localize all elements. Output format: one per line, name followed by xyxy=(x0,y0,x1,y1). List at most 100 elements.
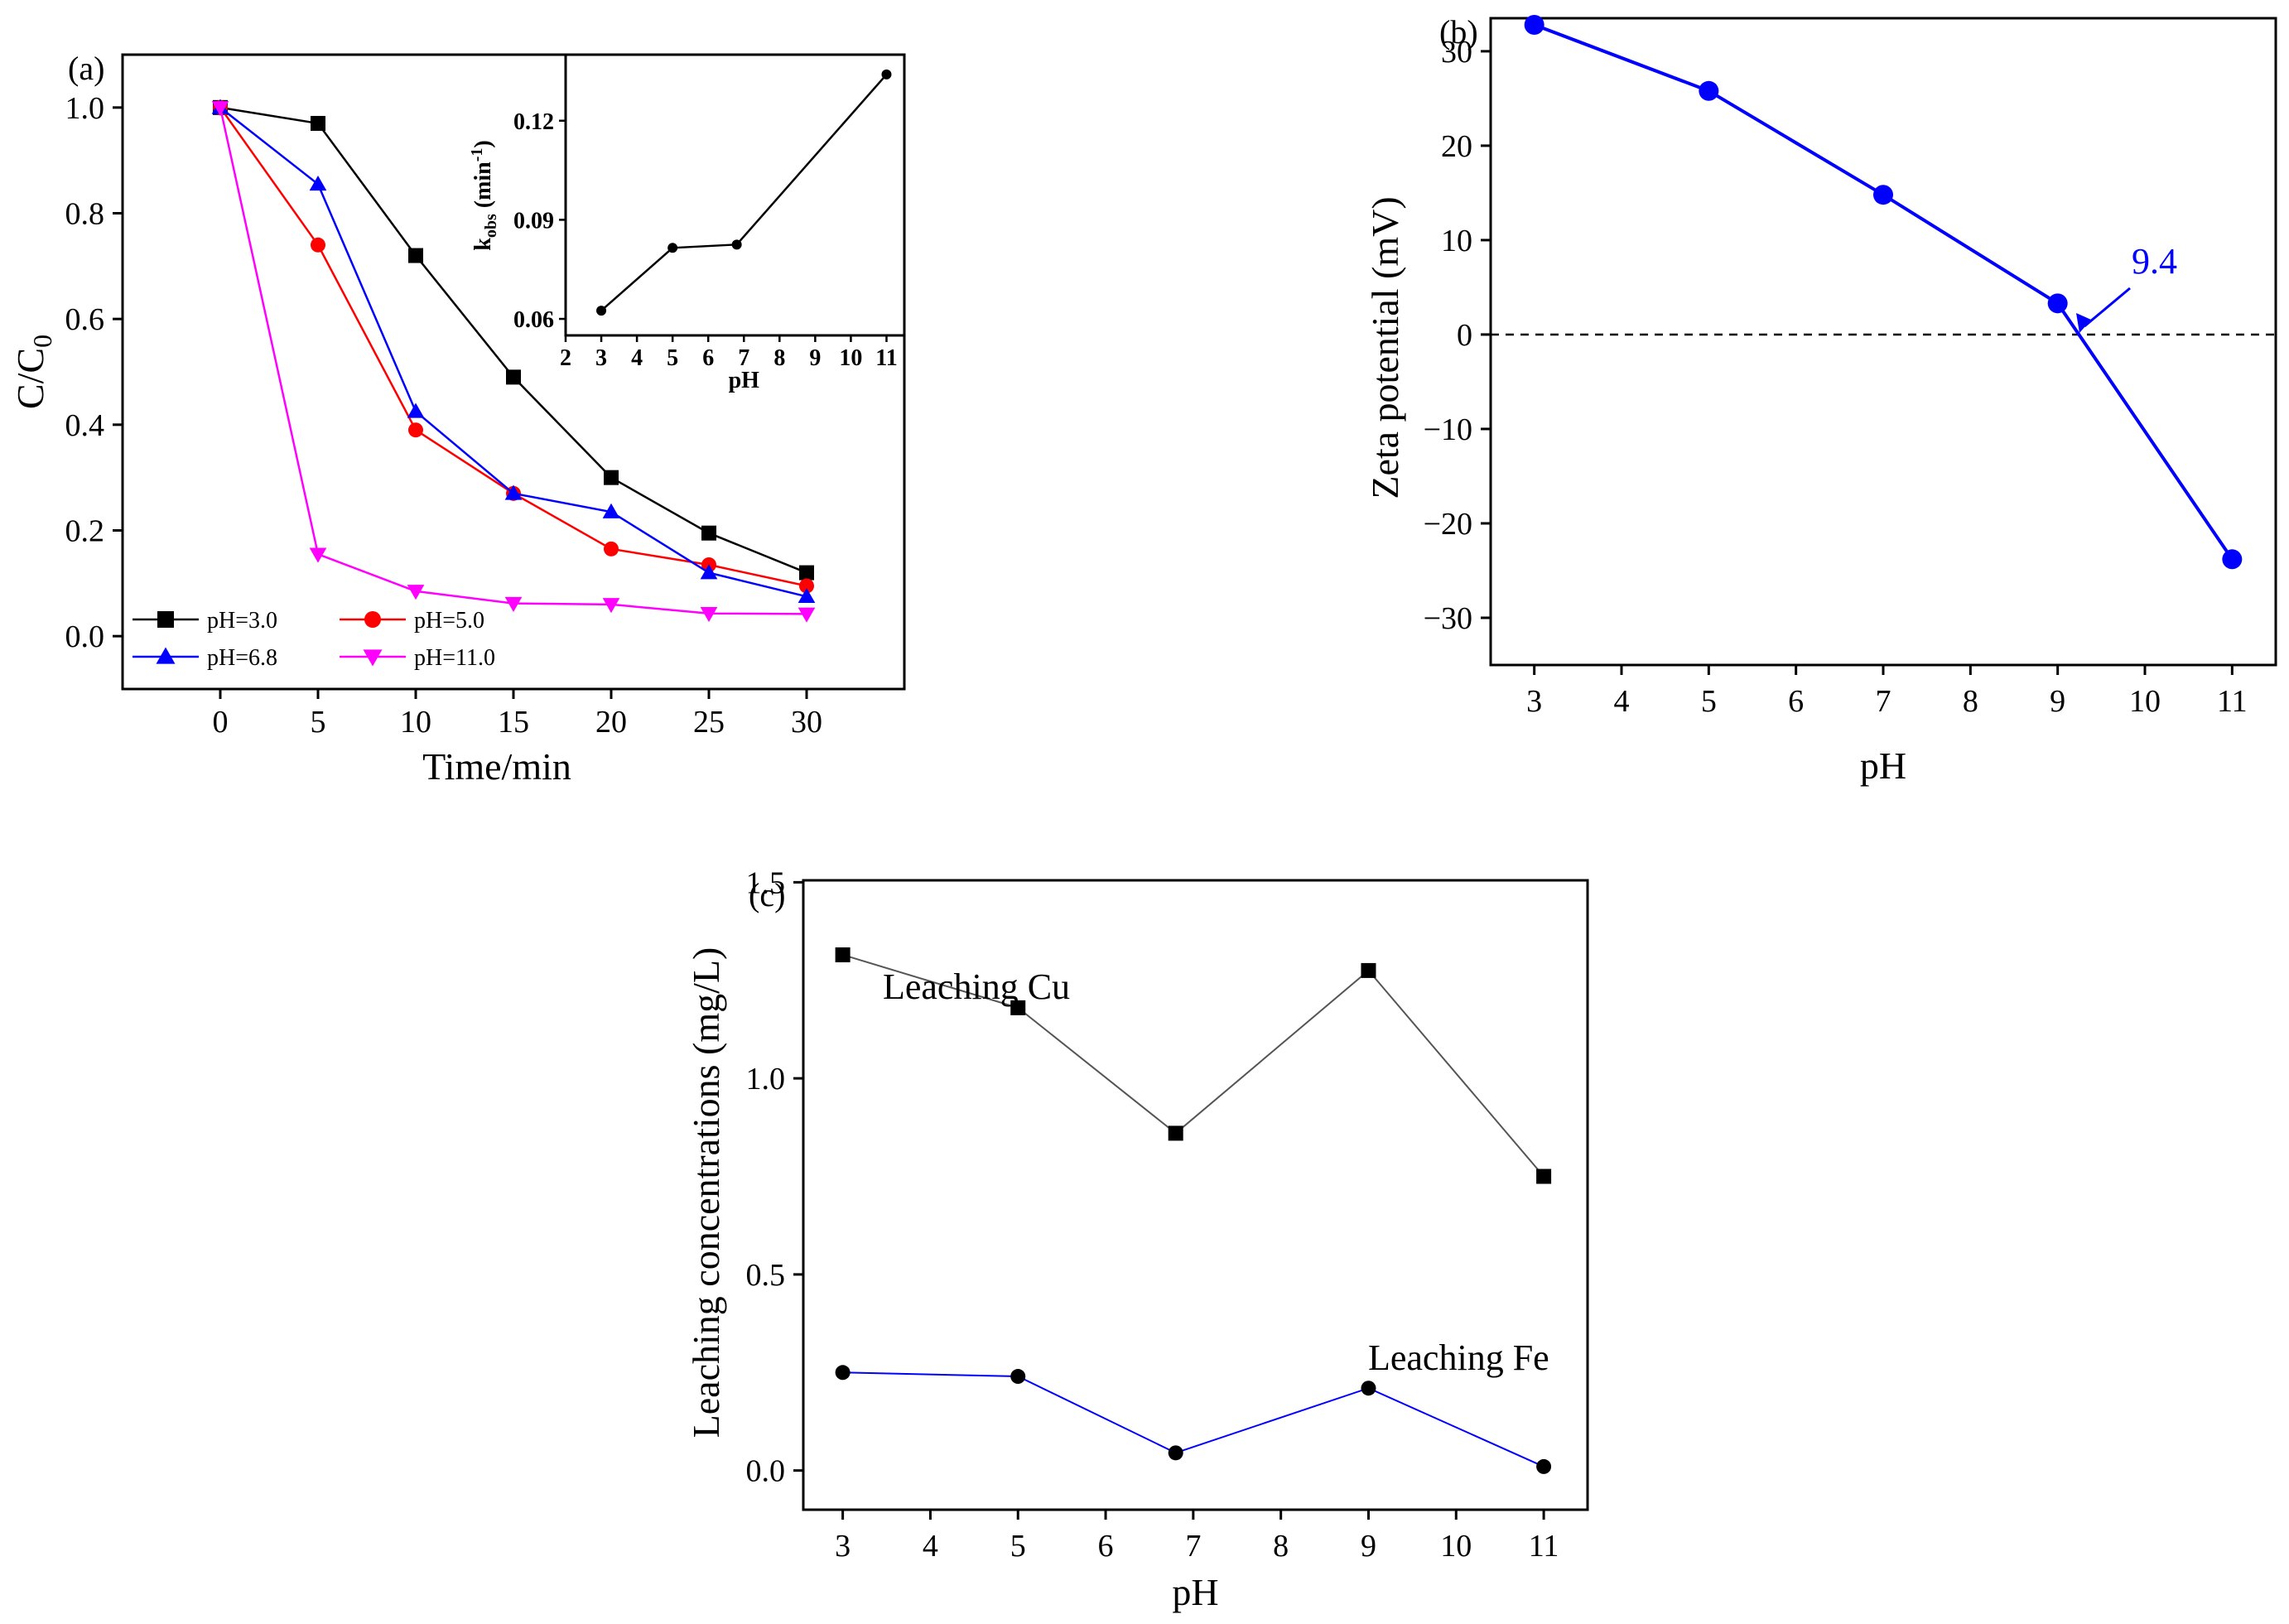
inset-x-tick-label: 5 xyxy=(667,345,678,371)
data-point xyxy=(311,115,325,131)
legend-marker xyxy=(364,611,381,628)
panel-a: 0 5 10 15 20 25 300.00.20.40.60.81.0Time/minC/… xyxy=(9,50,906,788)
legend-label: pH=6.8 xyxy=(207,645,277,671)
legend-marker xyxy=(156,647,176,664)
data-point xyxy=(408,422,423,438)
data-point xyxy=(407,402,425,418)
y-axis-label-subscript: 0 xyxy=(27,335,57,348)
series-pH=3.0 xyxy=(213,99,814,581)
data-point xyxy=(1168,1125,1183,1141)
annotation-arrow-line xyxy=(2084,287,2131,328)
data-point xyxy=(604,470,619,485)
data-point xyxy=(700,564,718,580)
x-axis-label: pH xyxy=(1172,1571,1218,1613)
data-point xyxy=(1524,14,1544,35)
annotation-arrowhead xyxy=(2076,312,2091,333)
x-tick-label: 8 xyxy=(1273,1529,1289,1564)
data-point xyxy=(1168,1445,1183,1461)
inset-x-tick-label: 11 xyxy=(875,345,897,371)
legend-marker xyxy=(363,649,383,667)
x-tick-label: 5 xyxy=(1701,684,1717,719)
data-point xyxy=(309,547,327,563)
series-pH=11.0 xyxy=(211,101,816,623)
x-tick-label: 6 xyxy=(1098,1529,1114,1564)
legend-label: pH=11.0 xyxy=(414,645,495,671)
data-point xyxy=(799,565,814,581)
y-tick-label: 0 xyxy=(1457,318,1472,353)
data-point xyxy=(602,503,620,518)
series-Leaching Fe xyxy=(835,1365,1552,1474)
inset-ylabel-k: k xyxy=(470,238,496,251)
panel-label: (b) xyxy=(1439,13,1478,51)
series-label-cu: Leaching Cu xyxy=(883,966,1070,1007)
data-point xyxy=(1010,1369,1026,1385)
y-axis-label: Zeta potential (mV) xyxy=(1364,196,1406,499)
inset-x-tick-label: 8 xyxy=(773,345,785,371)
plot-frame xyxy=(1489,17,2277,667)
data-point xyxy=(311,237,325,253)
x-tick-label: 11 xyxy=(2217,684,2248,719)
x-tick-label: 6 xyxy=(1788,684,1804,719)
data-point xyxy=(211,101,229,117)
data-point xyxy=(408,248,423,263)
series-pH=6.8 xyxy=(211,99,816,604)
inset-y-tick-label: 0.09 xyxy=(513,208,554,234)
y-tick-label: 0.8 xyxy=(65,197,105,232)
data-point xyxy=(799,578,814,594)
y-tick-label: 0.0 xyxy=(746,1454,786,1489)
x-tick-label: 7 xyxy=(1185,1529,1201,1564)
data-point xyxy=(835,1365,851,1381)
x-tick-label: 15 xyxy=(498,705,529,740)
series-label-fe: Leaching Fe xyxy=(1368,1337,1549,1378)
inset-x-axis-label: pH xyxy=(729,368,760,393)
y-tick-label: −30 xyxy=(1424,601,1472,636)
x-tick-label: 5 xyxy=(1010,1529,1026,1564)
inset-data-point xyxy=(731,239,742,250)
inset-x-tick-label: 6 xyxy=(702,345,714,371)
legend-marker xyxy=(157,611,174,628)
inset-data-point xyxy=(881,69,892,80)
y-axis-label: C/C0 xyxy=(9,335,57,409)
panel-b: 3 4 5 6 7 8 9 10 11 −30 −20 −10 0 10 20 30 pH Zeta potent… xyxy=(1364,13,2277,787)
data-point xyxy=(2222,549,2243,570)
series-Leaching Cu xyxy=(835,947,1552,1184)
inset-ylabel-close: ) xyxy=(470,140,496,147)
y-tick-label: 1.0 xyxy=(746,1062,786,1096)
plot-frame xyxy=(802,879,1589,1511)
y-tick-label: 0.5 xyxy=(746,1258,786,1293)
x-axis-label: pH xyxy=(1860,745,1906,787)
panel-label: (a) xyxy=(68,50,104,87)
series-line xyxy=(842,1371,1544,1467)
data-point xyxy=(798,587,816,604)
x-tick-label: 3 xyxy=(1526,684,1542,719)
data-point xyxy=(407,585,425,600)
y-axis-label-main: C/C xyxy=(9,348,51,409)
inset-x-tick-label: 7 xyxy=(738,345,749,371)
panel-c: 3 4 5 6 7 8 9 10 11 0.0 0.5 1.0 1.5 pH Leaching concen… xyxy=(685,865,1589,1613)
x-tick-label: 0 xyxy=(213,705,229,740)
x-tick-label: 10 xyxy=(400,705,431,740)
y-tick-label: 0.0 xyxy=(65,619,105,654)
data-point xyxy=(1873,185,1893,205)
data-point xyxy=(1536,1169,1552,1184)
x-tick-label: 20 xyxy=(595,705,627,740)
x-tick-label: 3 xyxy=(835,1529,851,1564)
x-tick-label: 5 xyxy=(311,705,326,740)
inset-x-tick-label: 2 xyxy=(560,345,571,371)
panel-a-inset: 2 3 4 5 6 7 8 9 10 11 0.06 0.09 0.12 pH kobs (min-1) xyxy=(468,53,906,393)
x-tick-label: 8 xyxy=(1963,684,1978,719)
inset-x-tick-label: 9 xyxy=(809,345,821,371)
data-point xyxy=(604,541,619,557)
y-tick-label: 0.6 xyxy=(65,302,105,337)
panel-label: (c) xyxy=(749,876,785,913)
x-tick-label: 30 xyxy=(791,705,822,740)
x-tick-label: 11 xyxy=(1529,1529,1559,1564)
y-tick-label: 20 xyxy=(1441,129,1472,164)
series-line xyxy=(1533,23,2234,561)
x-tick-label: 4 xyxy=(1614,684,1630,719)
y-tick-label: −10 xyxy=(1424,412,1472,447)
x-tick-label: 9 xyxy=(2050,684,2065,719)
inset-x-tick-label: 10 xyxy=(839,345,862,371)
data-point xyxy=(835,947,851,962)
